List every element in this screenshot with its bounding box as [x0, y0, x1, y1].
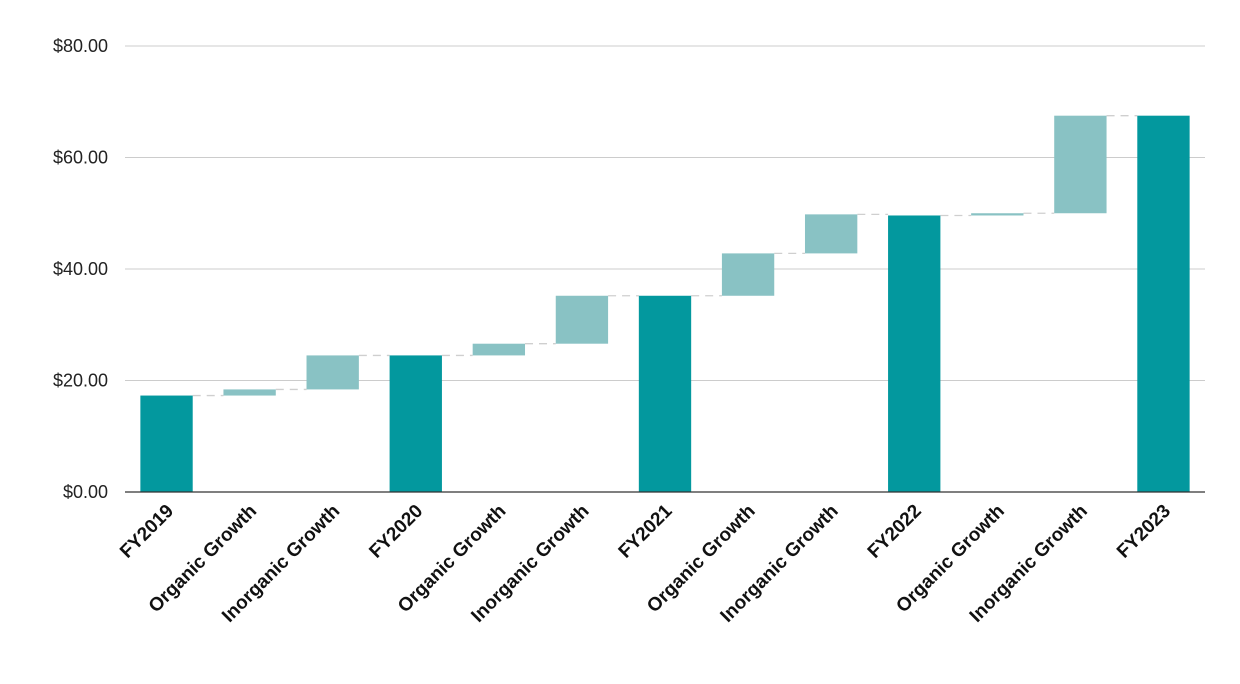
delta-bar	[804, 214, 858, 254]
x-category-label: FY2022	[864, 501, 926, 563]
total-bar	[389, 355, 442, 492]
delta-bar	[1054, 115, 1107, 214]
x-category-label: FY2023	[1113, 501, 1175, 563]
bars	[140, 115, 1190, 493]
y-tick-label: $20.00	[53, 371, 108, 391]
delta-bar	[306, 355, 359, 390]
delta-bar	[472, 343, 526, 356]
x-category-label: FY2020	[365, 501, 427, 563]
total-bar	[140, 395, 193, 492]
y-tick-label: $0.00	[63, 482, 108, 502]
x-category-label: FY2019	[116, 501, 178, 563]
delta-bar	[971, 213, 1024, 216]
delta-bar	[223, 389, 276, 396]
y-tick-label: $60.00	[53, 148, 108, 168]
total-bar	[1137, 115, 1190, 492]
delta-bar	[555, 295, 609, 344]
connector-lines	[192, 115, 1138, 397]
total-bar	[888, 215, 941, 493]
y-tick-label: $40.00	[53, 259, 108, 279]
total-bar	[638, 295, 692, 492]
x-category-label: FY2021	[615, 500, 677, 562]
y-axis-ticks: $0.00 $20.00 $40.00 $60.00 $80.00	[53, 36, 108, 502]
delta-bar	[721, 253, 775, 296]
y-tick-label: $80.00	[53, 36, 108, 56]
